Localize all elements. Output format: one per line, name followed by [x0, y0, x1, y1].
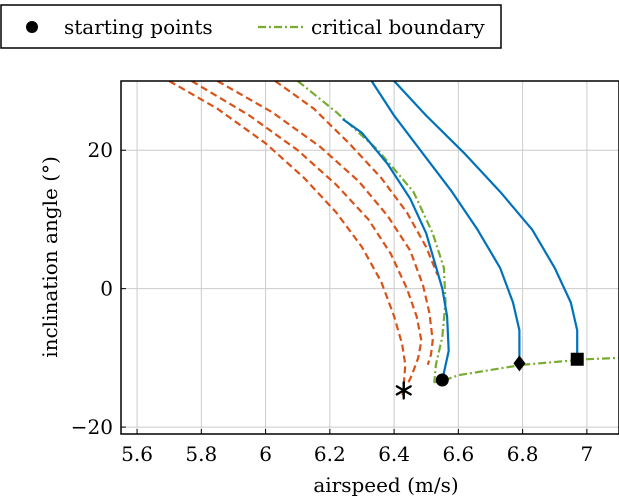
- series-line-red-1: [191, 81, 423, 386]
- series-line-blue-7: [393, 81, 579, 360]
- x-tick-label: 6.4: [378, 442, 410, 466]
- x-tick-label: 6.8: [507, 442, 539, 466]
- x-tick-label: 6.2: [314, 442, 346, 466]
- legend: starting points critical boundary: [0, 4, 502, 49]
- marker-layer: [395, 352, 584, 400]
- x-axis-label: airspeed (m/s): [313, 473, 458, 497]
- x-tick-label: 6.6: [442, 442, 474, 466]
- x-tick-label: 7: [581, 442, 594, 466]
- legend-label-critical-boundary: critical boundary: [311, 15, 485, 39]
- y-tick-label: −20: [71, 415, 113, 439]
- grid: [121, 81, 619, 434]
- y-axis-label: inclination angle (°): [38, 156, 62, 358]
- marker-star: [395, 381, 412, 400]
- series-line-red-2: [216, 81, 434, 366]
- marker-diamond: [513, 355, 526, 372]
- x-tick-label: 6: [259, 442, 272, 466]
- legend-box: [0, 4, 502, 49]
- marker-square: [570, 352, 584, 366]
- marker-circle: [435, 373, 449, 387]
- series-line-blue-5: [342, 118, 450, 381]
- y-axis-ticks: −20 0 20: [71, 138, 126, 439]
- legend-marker-starting-points: [26, 21, 38, 33]
- x-tick-label: 5.6: [121, 442, 153, 466]
- series-layer: [168, 81, 619, 400]
- x-tick-label: 5.8: [185, 442, 217, 466]
- legend-label-starting-points: starting points: [64, 15, 213, 39]
- y-tick-label: 20: [88, 138, 113, 162]
- y-tick-label: 0: [100, 277, 113, 301]
- series-line-blue-6: [370, 81, 521, 364]
- x-axis-ticks: 5.6 5.8 6 6.2 6.4 6.6 6.8 7: [121, 429, 593, 466]
- series-line-red-3: [274, 81, 439, 276]
- series-line-red-0: [168, 81, 407, 400]
- plot-frame: [120, 80, 619, 435]
- series-line-green-4: [297, 81, 619, 384]
